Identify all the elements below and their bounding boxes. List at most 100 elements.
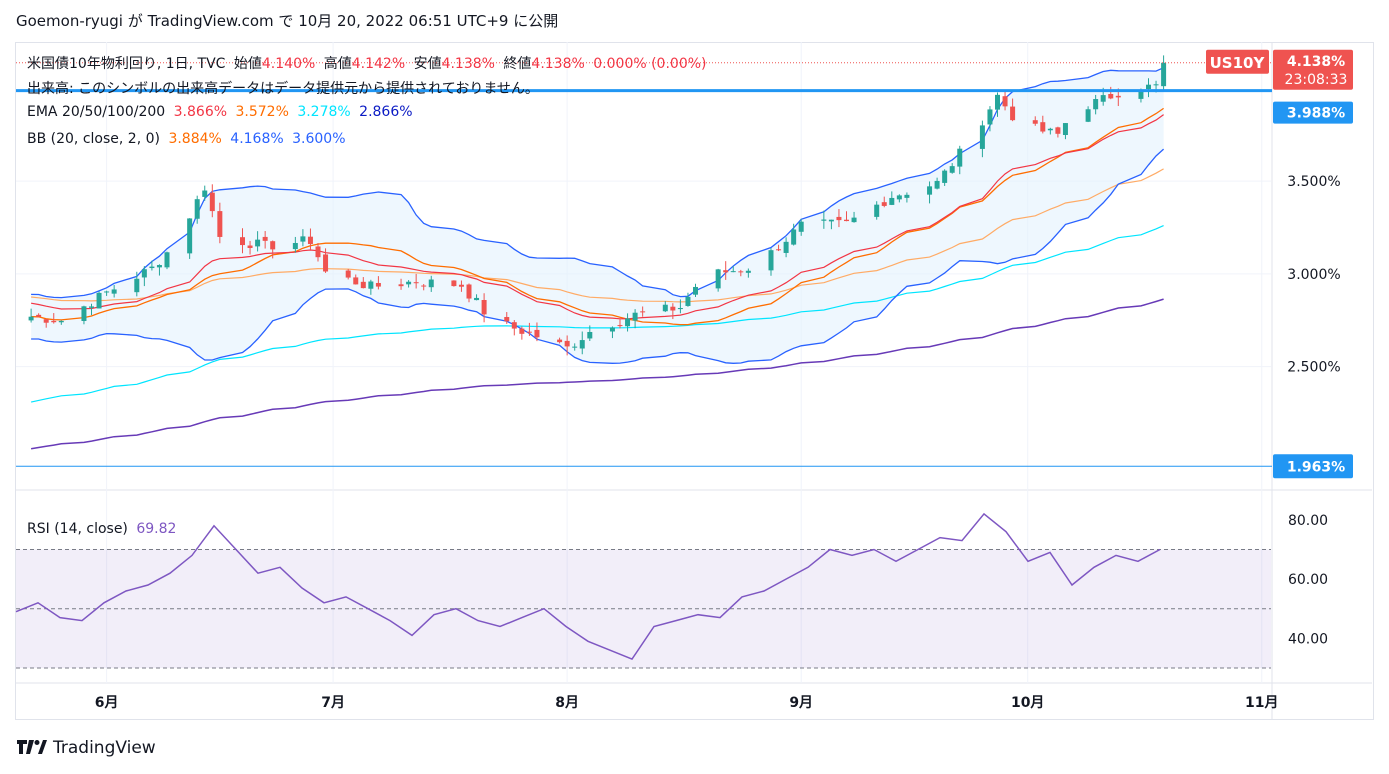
ema200-line [30, 298, 1164, 450]
publish-header: Goemon-ryugi が TradingView.com で 10月 20,… [16, 10, 558, 31]
candle-body [43, 319, 49, 323]
last-price-badge [1273, 49, 1353, 90]
candle-body [685, 296, 691, 306]
ema20-line [30, 114, 1164, 320]
indicator-lines [30, 67, 1165, 450]
candle-body [413, 282, 419, 284]
candle-body [368, 281, 374, 289]
bb-label[interactable]: BB (20, close, 2, 0) [27, 131, 160, 147]
candle-body [1108, 93, 1114, 99]
candle-body [51, 320, 57, 323]
candle-body [632, 312, 638, 321]
candle-body [564, 340, 570, 347]
candle-body [323, 254, 329, 272]
month-label: 6月 [95, 695, 119, 711]
candle-body [1055, 127, 1061, 134]
candle-body [111, 289, 117, 294]
candle-body [693, 286, 698, 295]
candle-body [187, 218, 193, 254]
candle-body [957, 148, 963, 167]
candle-body [625, 318, 631, 327]
candle-body [360, 281, 366, 289]
candle-body [149, 266, 155, 269]
month-label: 7月 [321, 695, 345, 711]
rsi-pane [15, 512, 1271, 669]
symbol-tag-label: US10Y [1210, 54, 1266, 72]
candle-body [134, 278, 140, 293]
candle-body [844, 219, 849, 222]
candle-body [821, 219, 827, 221]
candle-body [670, 306, 676, 311]
candle-body [942, 170, 948, 183]
chart-frame [15, 42, 1374, 720]
rsi-line [15, 512, 1161, 661]
legend-close-label: 終値 [503, 56, 532, 72]
candle-body [1093, 99, 1099, 110]
candle-body [526, 331, 532, 333]
candle-body [896, 195, 902, 200]
countdown-label: 23:08:33 [1285, 72, 1348, 88]
candle-body [428, 279, 434, 288]
candle-body [979, 125, 985, 149]
legend-symbol[interactable]: 米国債10年物利回り, 1日, TVC [27, 56, 226, 72]
legend-volume-note: 出来高: このシンボルの出来高データはデータ提供元から提供されておりません。 [27, 81, 539, 97]
ema50-value: 3.572% [235, 104, 289, 120]
candle-body [1010, 106, 1016, 121]
month-label: 9月 [789, 695, 813, 711]
candle-body [557, 339, 563, 343]
candle-body [96, 292, 102, 309]
author-name[interactable]: Goemon-ryugi [16, 12, 123, 30]
candle-body [458, 284, 464, 287]
candle-body [776, 249, 782, 251]
legend-low-label: 安値 [413, 56, 442, 72]
candle-body [677, 307, 683, 310]
candle-body [1002, 96, 1008, 107]
candle-body [1138, 91, 1144, 99]
horizontal-levels [16, 62, 1272, 467]
candle-body [481, 300, 487, 315]
candle-body [609, 327, 615, 332]
price-tick-label: 3.500% [1287, 174, 1340, 190]
candle-body [949, 166, 955, 173]
candle-body [406, 281, 412, 285]
candle-body [1161, 62, 1167, 87]
bb-basis-line [31, 107, 1164, 326]
candle-body [1085, 109, 1091, 122]
candle-body [738, 271, 744, 273]
candle-body [904, 194, 910, 198]
candle-body [164, 252, 170, 268]
candle-body [81, 306, 87, 321]
bb-basis-value: 3.884% [168, 131, 222, 147]
axes: 3.500%3.000%2.500%%6月7月8月9月10月11月3.988%1… [95, 49, 1353, 711]
legend-high: 4.142% [351, 56, 406, 72]
candle-body [511, 322, 517, 329]
candle-body [466, 284, 472, 299]
candle-body [1153, 84, 1159, 86]
last-price-label: 4.138% [1287, 54, 1345, 70]
candle-body [504, 317, 510, 322]
candle-body [995, 94, 1000, 110]
tradingview-logo-icon [17, 738, 47, 758]
rsi-label[interactable]: RSI (14, close) [27, 521, 128, 537]
candle-body [927, 186, 933, 195]
header-text-ga: が [127, 12, 143, 30]
candle-body [255, 239, 261, 247]
candle-body [270, 241, 276, 250]
candle-body [300, 236, 306, 242]
bb-lower-value: 3.600% [292, 131, 346, 147]
month-label: 8月 [555, 695, 579, 711]
candle-body [730, 271, 736, 273]
candle-body [28, 316, 34, 321]
candle-body [292, 242, 298, 250]
candle-body [1115, 95, 1121, 98]
footer-brand-text: TradingView [53, 738, 156, 758]
candle-body [617, 325, 623, 327]
ema20-value: 3.866% [173, 104, 228, 120]
ema-label[interactable]: EMA 20/50/100/200 [27, 104, 166, 120]
footer-brand[interactable]: TradingView [17, 738, 156, 758]
candle-body [579, 340, 585, 349]
symbol-tag-badge [1206, 49, 1269, 74]
candle-body [217, 211, 223, 237]
site-name[interactable]: TradingView.com [147, 12, 274, 30]
